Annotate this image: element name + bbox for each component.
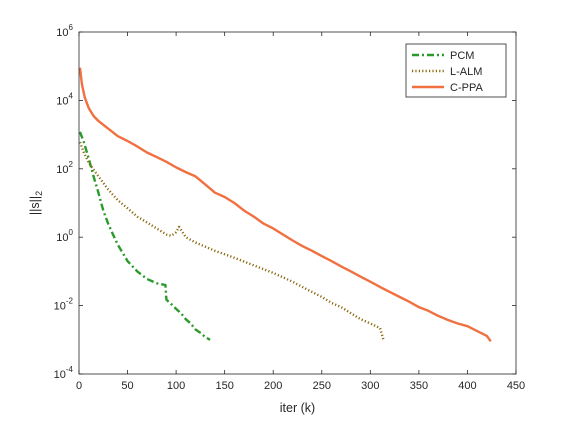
legend: PCM L-ALM C-PPA	[405, 43, 507, 98]
x-tick-label: 450	[507, 380, 525, 392]
x-tick-label: 300	[361, 380, 379, 392]
x-tick-label: 200	[264, 380, 282, 392]
x-tick-label: 250	[313, 380, 331, 392]
y-tick-label: 10-2	[54, 297, 74, 313]
x-tick-label: 350	[410, 380, 428, 392]
x-tick-label: 150	[215, 380, 233, 392]
y-axis-ticks: 10-4 10-2 100 102 104 106	[54, 23, 516, 381]
x-axis-ticks: 0 50 100 150 200 250 300 350 400 450	[76, 32, 525, 392]
y-axis-label: ||s||2	[28, 191, 44, 215]
y-tick-label: 100	[56, 228, 73, 244]
y-tick-label: 102	[56, 160, 73, 176]
legend-label: PCM	[450, 50, 474, 62]
x-tick-label: 100	[167, 380, 185, 392]
legend-label: C-PPA	[450, 82, 483, 94]
x-tick-label: 0	[76, 380, 82, 392]
x-axis-label: iter (k)	[280, 401, 315, 415]
plot-frame	[78, 31, 517, 375]
y-tick-label: 106	[56, 23, 73, 39]
y-tick-label: 104	[56, 91, 73, 107]
x-tick-label: 50	[121, 380, 133, 392]
y-tick-label: 10-4	[54, 365, 74, 381]
series-layer	[78, 67, 492, 343]
x-tick-label: 400	[458, 380, 476, 392]
series-line-pcm	[78, 131, 211, 341]
legend-label: L-ALM	[450, 66, 482, 78]
series-line-c-ppa	[78, 67, 492, 343]
